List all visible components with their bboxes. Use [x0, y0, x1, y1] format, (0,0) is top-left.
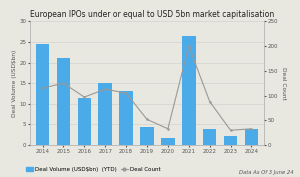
Bar [119, 91, 133, 145]
Bar [98, 83, 112, 145]
Bar [245, 129, 258, 145]
Bar [224, 136, 237, 145]
Y-axis label: Deal Count: Deal Count [281, 67, 286, 100]
Bar [57, 58, 70, 145]
Bar [36, 44, 49, 145]
Text: Data As Of 3 June 24: Data As Of 3 June 24 [239, 170, 294, 175]
Y-axis label: Deal Volume (USD$bn): Deal Volume (USD$bn) [12, 50, 17, 117]
Text: European IPOs under or equal to USD 5bn market capitalisation: European IPOs under or equal to USD 5bn … [30, 10, 274, 19]
Legend: Deal Volume (USD$bn)  (YTD), Deal Count: Deal Volume (USD$bn) (YTD), Deal Count [24, 165, 163, 174]
Bar [161, 138, 175, 145]
Bar [203, 129, 217, 145]
Bar [182, 36, 196, 145]
Bar [140, 127, 154, 145]
Bar [77, 98, 91, 145]
